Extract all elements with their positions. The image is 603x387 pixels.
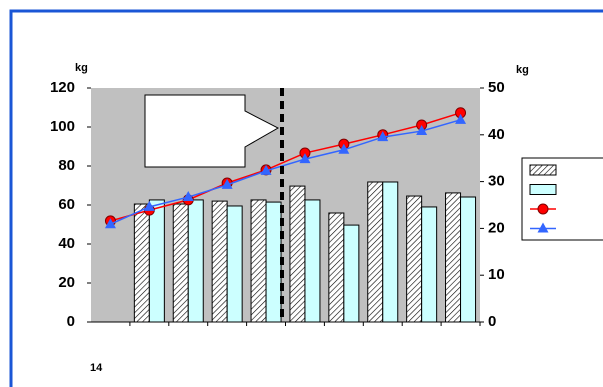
y2-tick-label: 0 — [488, 313, 496, 330]
point — [260, 164, 272, 175]
bar — [328, 212, 345, 323]
y-tick-label: 120 — [50, 79, 75, 96]
y-tick-label: 40 — [58, 235, 75, 252]
point — [377, 131, 389, 142]
bar — [445, 192, 462, 323]
point — [338, 143, 350, 154]
point — [299, 153, 311, 164]
y2-tick-label: 20 — [488, 219, 505, 236]
y2-tick-label: 10 — [488, 266, 505, 283]
legend-marker — [537, 203, 549, 215]
y-tick-label: 20 — [58, 274, 75, 291]
y-tick-label: 60 — [58, 196, 75, 213]
legend-swatch — [529, 184, 557, 195]
y2-tick-label: 40 — [488, 126, 505, 143]
point — [455, 113, 467, 124]
bar — [460, 196, 477, 323]
y2-tick-label: 30 — [488, 173, 505, 190]
bar — [367, 181, 384, 323]
bar — [250, 199, 267, 323]
y-tick-label: 100 — [50, 118, 75, 135]
bar — [289, 185, 306, 323]
y2-tick-label: 50 — [488, 79, 505, 96]
point — [143, 200, 155, 211]
bar — [172, 203, 189, 323]
bar — [406, 195, 423, 323]
bar — [343, 224, 360, 323]
point — [416, 125, 428, 136]
bar — [187, 199, 204, 323]
bar — [133, 203, 150, 323]
y-tick-label: 0 — [67, 313, 75, 330]
legend-marker — [537, 222, 549, 233]
point — [182, 191, 194, 202]
x-axis-label: 14 — [90, 362, 103, 374]
y-axis-label: kg — [75, 62, 88, 74]
line — [110, 112, 461, 222]
bar — [382, 181, 399, 323]
bar — [421, 206, 438, 323]
point — [104, 218, 116, 229]
bar — [226, 205, 243, 323]
bar — [304, 199, 321, 323]
bar — [211, 200, 228, 323]
annotation-arrow — [144, 94, 280, 168]
line — [110, 119, 461, 225]
bar — [148, 199, 165, 323]
y-tick-label: 80 — [58, 157, 75, 174]
point — [221, 178, 233, 189]
y2-axis-label: kg — [516, 64, 529, 76]
legend-swatch — [529, 164, 557, 176]
bar — [265, 201, 282, 323]
